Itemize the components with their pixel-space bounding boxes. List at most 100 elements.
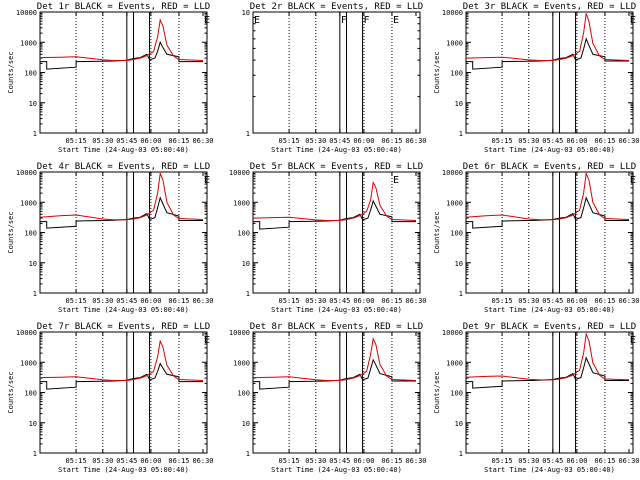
x-tick-label: 05:30 bbox=[305, 457, 326, 465]
panel-title: Det 6r BLACK = Events, RED = LLD bbox=[463, 162, 636, 172]
x-tick-label: 06:00 bbox=[140, 297, 161, 305]
x-tick-label: 05:45 bbox=[116, 457, 137, 465]
x-tick-label: 06:00 bbox=[566, 297, 587, 305]
x-tick-label: 06:30 bbox=[618, 297, 639, 305]
plot-frame bbox=[465, 331, 634, 454]
plot-frame bbox=[252, 331, 421, 454]
y-axis-title: Counts/sec bbox=[433, 211, 441, 253]
x-tick-label: 05:15 bbox=[492, 457, 513, 465]
lld-series-line bbox=[39, 18, 204, 61]
x-axis-title: Start Time (24-Aug-03 05:00:40) bbox=[271, 306, 402, 314]
plot-frame bbox=[39, 11, 208, 134]
x-tick-label: 06:30 bbox=[405, 297, 426, 305]
x-tick-label: 05:30 bbox=[92, 137, 113, 145]
x-tick-label: 06:30 bbox=[192, 297, 213, 305]
x-tick-label: 06:15 bbox=[594, 297, 615, 305]
x-tick-label: 06:00 bbox=[566, 457, 587, 465]
y-tick-label: 10 bbox=[29, 100, 37, 108]
y-tick-label: 10 bbox=[29, 260, 37, 268]
panel-title: Det 5r BLACK = Events, RED = LLD bbox=[250, 162, 423, 172]
x-axis-title: Start Time (24-Aug-03 05:00:40) bbox=[58, 146, 189, 154]
panel-7: Det 7r BLACK = Events, RED = LLD 1 10 100 10… bbox=[7, 322, 214, 474]
x-tick-label: 06:00 bbox=[140, 137, 161, 145]
y-tick-label: 100 bbox=[24, 390, 37, 398]
y-tick-label: 1 bbox=[459, 130, 463, 138]
x-tick-label: 05:30 bbox=[518, 457, 539, 465]
events-series-line bbox=[253, 358, 416, 390]
events-series-line bbox=[466, 37, 629, 70]
x-tick-label: 06:15 bbox=[168, 457, 189, 465]
panel-title: Det 3r BLACK = Events, RED = LLD bbox=[463, 2, 636, 12]
events-series-line bbox=[466, 196, 629, 229]
y-tick-label: 10000 bbox=[442, 329, 463, 337]
x-tick-label: 05:15 bbox=[279, 457, 300, 465]
y-tick-label: 1000 bbox=[446, 199, 463, 207]
y-tick-label: 10000 bbox=[442, 9, 463, 17]
y-tick-label: 1000 bbox=[20, 359, 37, 367]
panel-5: Det 5r BLACK = Events, RED = LLD 1 10 100 10… bbox=[229, 162, 427, 314]
y-tick-label: 10000 bbox=[16, 9, 37, 17]
y-tick-label: 1 bbox=[33, 290, 37, 298]
segment-marker: F bbox=[364, 15, 370, 26]
y-axis-title: Counts/sec bbox=[433, 51, 441, 93]
panel-2: Det 2r BLACK = Events, RED = LLD 1 10 05:15… bbox=[242, 2, 427, 154]
x-tick-label: 06:00 bbox=[566, 137, 587, 145]
x-tick-label: 06:00 bbox=[353, 137, 374, 145]
x-tick-label: 06:30 bbox=[192, 137, 213, 145]
x-tick-label: 05:30 bbox=[305, 297, 326, 305]
y-tick-label: 1000 bbox=[233, 359, 250, 367]
x-tick-label: 05:15 bbox=[492, 297, 513, 305]
plot-frame bbox=[39, 171, 208, 294]
y-tick-label: 10 bbox=[455, 420, 463, 428]
y-tick-label: 1000 bbox=[446, 359, 463, 367]
panel-title: Det 1r BLACK = Events, RED = LLD bbox=[37, 2, 210, 12]
segment-marker: E bbox=[630, 335, 636, 346]
x-tick-label: 05:15 bbox=[279, 297, 300, 305]
x-tick-label: 05:45 bbox=[116, 137, 137, 145]
x-tick-label: 06:15 bbox=[381, 137, 402, 145]
y-tick-label: 100 bbox=[450, 70, 463, 78]
x-tick-label: 05:45 bbox=[329, 297, 350, 305]
y-tick-label: 1000 bbox=[20, 199, 37, 207]
x-axis-title: Start Time (24-Aug-03 05:00:40) bbox=[271, 466, 402, 474]
x-tick-label: 06:30 bbox=[618, 137, 639, 145]
x-tick-label: 06:15 bbox=[381, 297, 402, 305]
x-axis-title: Start Time (24-Aug-03 05:00:40) bbox=[271, 146, 402, 154]
plot-frame bbox=[39, 331, 208, 454]
panel-6: Det 6r BLACK = Events, RED = LLD 1 10 100 10… bbox=[433, 162, 640, 314]
panel-3: Det 3r BLACK = Events, RED = LLD 1 10 100 10… bbox=[433, 2, 640, 154]
y-tick-label: 10000 bbox=[229, 169, 250, 177]
segment-marker: E bbox=[630, 15, 636, 26]
y-tick-label: 10 bbox=[242, 260, 250, 268]
x-axis-title: Start Time (24-Aug-03 05:00:40) bbox=[484, 306, 615, 314]
y-tick-label: 100 bbox=[237, 390, 250, 398]
y-tick-label: 10 bbox=[29, 420, 37, 428]
plot-frame bbox=[252, 11, 421, 134]
plot-frame bbox=[252, 171, 421, 294]
y-tick-label: 100 bbox=[24, 70, 37, 78]
y-tick-label: 10000 bbox=[229, 329, 250, 337]
panel-4: Det 4r BLACK = Events, RED = LLD 1 10 100 10… bbox=[7, 162, 214, 314]
segment-marker: F bbox=[341, 15, 347, 26]
panel-9: Det 9r BLACK = Events, RED = LLD 1 10 100 10… bbox=[433, 322, 640, 474]
x-tick-label: 06:30 bbox=[405, 137, 426, 145]
lld-series-line bbox=[252, 180, 417, 221]
y-tick-label: 100 bbox=[450, 230, 463, 238]
y-tick-label: 100 bbox=[24, 230, 37, 238]
y-tick-label: 10000 bbox=[16, 329, 37, 337]
x-tick-label: 06:15 bbox=[168, 297, 189, 305]
x-tick-label: 05:30 bbox=[305, 137, 326, 145]
x-tick-label: 05:45 bbox=[542, 137, 563, 145]
y-tick-label: 1 bbox=[246, 130, 250, 138]
x-tick-label: 05:30 bbox=[92, 297, 113, 305]
y-axis-title: Counts/sec bbox=[7, 371, 15, 413]
events-series-line bbox=[253, 199, 416, 230]
x-tick-label: 05:45 bbox=[542, 457, 563, 465]
x-tick-label: 05:30 bbox=[518, 137, 539, 145]
events-series-line bbox=[40, 362, 203, 390]
y-tick-label: 1000 bbox=[20, 39, 37, 47]
panel-1: Det 1r BLACK = Events, RED = LLD 1 10 100 10… bbox=[7, 2, 214, 154]
panel-title: Det 4r BLACK = Events, RED = LLD bbox=[37, 162, 210, 172]
x-tick-label: 05:15 bbox=[66, 457, 87, 465]
